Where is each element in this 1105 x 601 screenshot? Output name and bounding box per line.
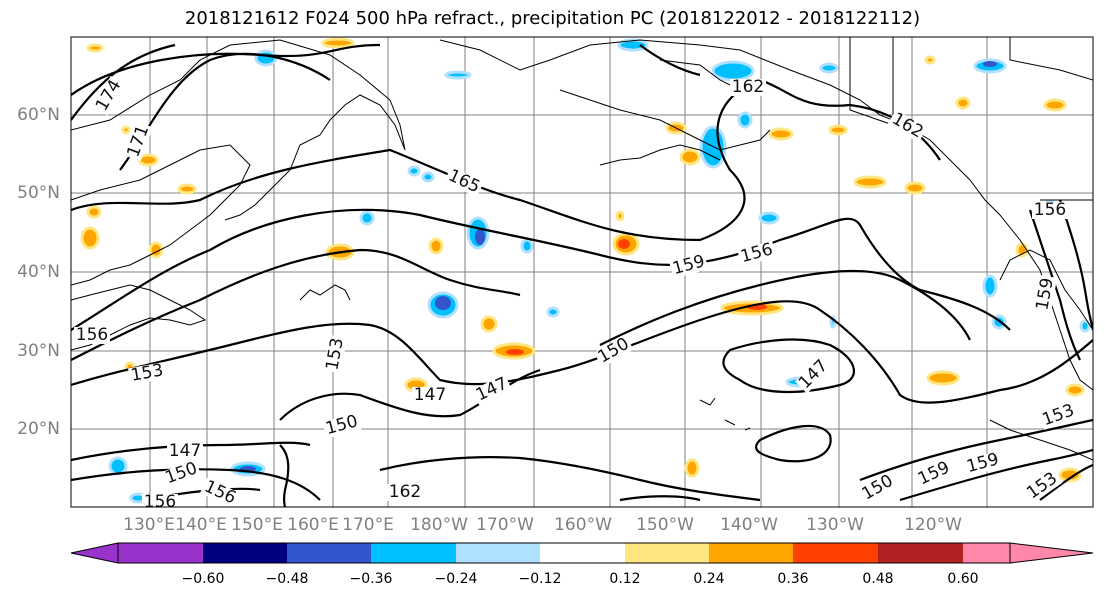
contour-label: 156 bbox=[144, 492, 176, 512]
longitude-label: 140°W bbox=[720, 515, 778, 535]
colorbar-extend-low bbox=[70, 542, 119, 564]
colorbar-tick-label: 0.48 bbox=[862, 571, 894, 587]
latitude-label: 20°N bbox=[17, 419, 60, 439]
longitude-label: 170°E bbox=[342, 515, 394, 535]
map-title: 2018121612 F024 500 hPa refract., precip… bbox=[184, 8, 921, 29]
colorbar-segment bbox=[709, 543, 793, 563]
colorbar bbox=[70, 542, 1094, 564]
map-frame bbox=[70, 36, 1094, 508]
contour-label: 147 bbox=[414, 385, 446, 405]
colorbar-segment bbox=[203, 543, 287, 563]
colorbar-segment bbox=[625, 543, 709, 563]
longitude-label: 130°E bbox=[123, 515, 175, 535]
longitude-label: 130°W bbox=[806, 515, 864, 535]
contour-label: 156 bbox=[1034, 200, 1066, 220]
colorbar-tick-label: −0.60 bbox=[181, 571, 225, 587]
contour-label: 162 bbox=[389, 482, 421, 502]
contour-label: 162 bbox=[732, 77, 764, 97]
longitude-label: 120°W bbox=[904, 515, 962, 535]
longitude-label: 180°W bbox=[410, 515, 468, 535]
colorbar-segment bbox=[456, 543, 540, 563]
colorbar-segment bbox=[963, 543, 1010, 563]
contour-label: 156 bbox=[76, 325, 108, 345]
colorbar-tick-label: −0.12 bbox=[518, 571, 562, 587]
colorbar-segment bbox=[287, 543, 371, 563]
colorbar-tick-label: 0.24 bbox=[693, 571, 725, 587]
longitude-label: 150°E bbox=[231, 515, 283, 535]
colorbar-tick-label: −0.24 bbox=[434, 571, 478, 587]
colorbar-tick-label: 0.60 bbox=[947, 571, 979, 587]
colorbar-tick-label: −0.48 bbox=[265, 571, 309, 587]
colorbar-segment bbox=[793, 543, 878, 563]
longitude-label: 140°E bbox=[175, 515, 227, 535]
latitude-label: 50°N bbox=[17, 183, 60, 203]
latitude-label: 60°N bbox=[17, 105, 60, 125]
latitude-label: 30°N bbox=[17, 341, 60, 361]
colorbar-segment bbox=[878, 543, 963, 563]
longitude-label: 160°E bbox=[287, 515, 339, 535]
colorbar-segment bbox=[540, 543, 625, 563]
colorbar-segment bbox=[371, 543, 456, 563]
colorbar-tick-label: 0.36 bbox=[777, 571, 809, 587]
latitude-label: 40°N bbox=[17, 262, 60, 282]
precip-anomaly-patches bbox=[80, 37, 1091, 504]
colorbar-tick-label: 0.12 bbox=[609, 571, 641, 587]
colorbar-extend-high bbox=[1009, 542, 1094, 564]
contour-label: 147 bbox=[169, 441, 201, 461]
longitude-label: 160°W bbox=[554, 515, 612, 535]
longitude-label: 170°W bbox=[476, 515, 534, 535]
colorbar-tick-label: −0.36 bbox=[349, 571, 393, 587]
colorbar-segment bbox=[118, 543, 203, 563]
longitude-label: 150°W bbox=[636, 515, 694, 535]
